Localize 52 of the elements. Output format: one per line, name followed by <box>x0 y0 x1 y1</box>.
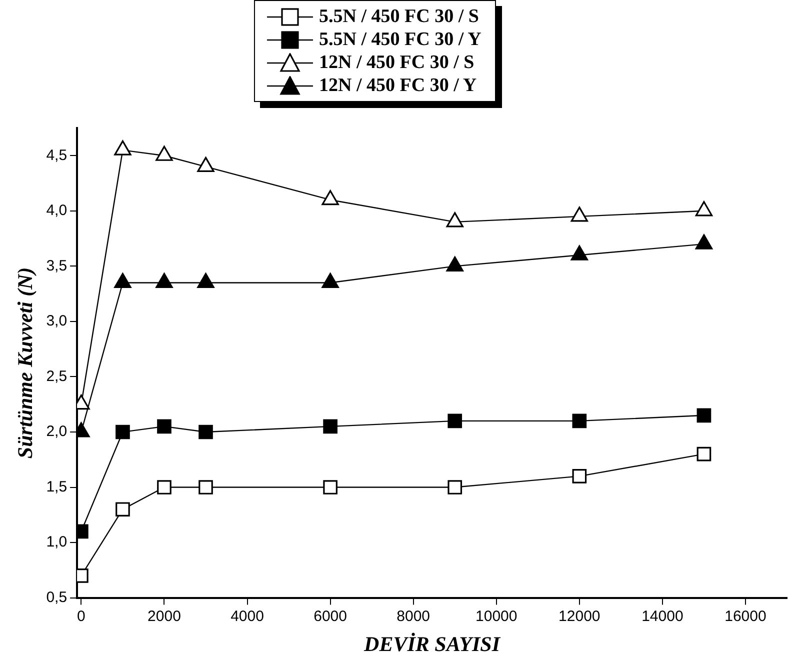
point <box>696 408 712 423</box>
y-tick-label: 4,0 <box>46 202 68 220</box>
x-tick-label: 16000 <box>724 608 766 625</box>
y-tick-label: 2,5 <box>46 368 68 385</box>
point <box>156 272 173 288</box>
point <box>322 190 339 206</box>
x-axis-title: DEVİR SAYISI <box>363 632 501 656</box>
y-axis-title: Sürtünme Kuvveti (N) <box>13 267 38 459</box>
point <box>116 502 130 517</box>
point <box>448 480 462 494</box>
point <box>572 469 587 484</box>
y-tick-label: 0,5 <box>46 588 68 606</box>
legend-label: 12N / 450 FC 30 / S <box>319 52 474 74</box>
legend-label: 12N / 450 FC 30 / Y <box>319 74 477 96</box>
x-tick-label: 10000 <box>476 608 518 625</box>
point <box>448 414 462 428</box>
point <box>446 212 464 228</box>
x-tick-label: 14000 <box>642 608 684 625</box>
point <box>116 424 130 440</box>
point <box>197 156 214 172</box>
x-tick-label: 0 <box>77 608 86 625</box>
x-tick-label: 4000 <box>230 608 264 625</box>
point <box>322 272 339 288</box>
x-tick-label: 12000 <box>558 608 600 625</box>
point <box>570 206 588 222</box>
point <box>695 234 713 250</box>
point <box>323 419 338 434</box>
x-tick-label: 6000 <box>314 608 347 625</box>
point <box>446 256 464 272</box>
y-tick-label: 3,5 <box>46 257 68 274</box>
point <box>114 140 132 156</box>
point <box>114 272 132 288</box>
legend-label: 5.5N / 450 FC 30 / S <box>319 6 479 28</box>
legend-label: 5.5N / 450 FC 30 / Y <box>319 28 482 50</box>
point <box>197 272 214 288</box>
point <box>156 146 173 161</box>
point <box>323 480 338 494</box>
y-tick-label: 4,5 <box>46 146 68 164</box>
y-tick-label: 3,0 <box>46 312 68 330</box>
y-tick-label: 1,0 <box>46 534 68 551</box>
point <box>157 419 172 434</box>
y-tick-label: 2,0 <box>46 423 68 440</box>
point <box>198 480 213 494</box>
point <box>570 245 588 260</box>
point <box>696 446 712 462</box>
point <box>157 480 172 494</box>
y-tick-label: 1,5 <box>46 478 68 496</box>
point <box>572 414 587 428</box>
point <box>198 424 213 440</box>
point <box>695 201 713 216</box>
x-tick-label: 2000 <box>148 608 181 625</box>
x-tick-label: 8000 <box>396 608 430 625</box>
